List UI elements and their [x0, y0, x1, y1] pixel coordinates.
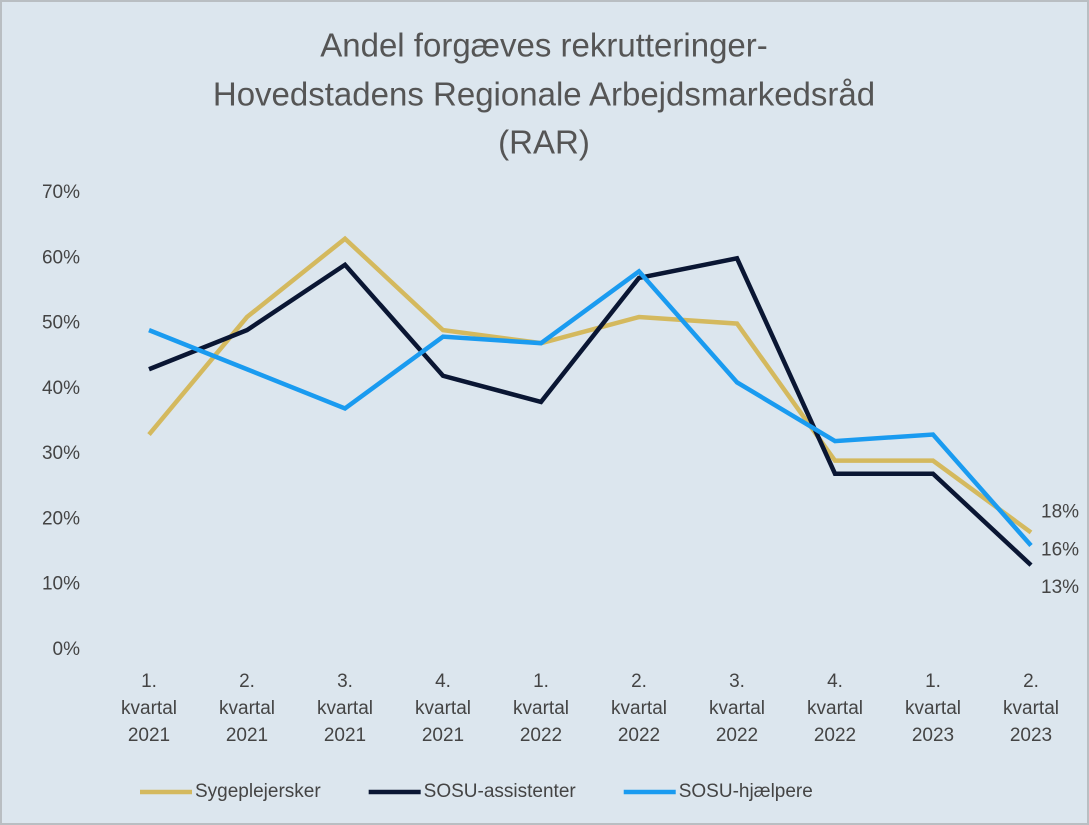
- y-tick-label: 10%: [42, 574, 80, 595]
- data-label: 16%: [1041, 540, 1079, 561]
- y-tick-label: 20%: [42, 508, 80, 529]
- y-tick-label: 30%: [42, 443, 80, 464]
- legend-label: SOSU-assistenter: [424, 781, 577, 802]
- data-label: 18%: [1041, 502, 1079, 523]
- x-tick-label: 4. kvartal 2021: [415, 671, 471, 746]
- x-tick-label: 4. kvartal 2022: [807, 671, 863, 746]
- x-tick-label: 1. kvartal 2023: [905, 671, 961, 746]
- x-tick-label: 1. kvartal 2022: [513, 671, 569, 746]
- legend-label: Sygeplejersker: [195, 781, 321, 802]
- x-tick-label: 2. kvartal 2023: [1003, 671, 1059, 746]
- chart-title: Hovedstadens Regionale Arbejdsmarkedsråd: [213, 76, 875, 113]
- x-tick-label: 2. kvartal 2021: [219, 671, 275, 746]
- line-series: [148, 268, 1033, 548]
- x-tick-label: 1. kvartal 2021: [121, 671, 177, 746]
- y-tick-label: 0%: [53, 639, 81, 660]
- data-label: 13%: [1041, 577, 1079, 598]
- y-tick-label: 40%: [42, 378, 80, 399]
- x-tick-label: 3. kvartal 2021: [317, 671, 373, 746]
- line-series: [148, 255, 1033, 567]
- y-tick-label: 60%: [42, 247, 80, 268]
- x-tick-label: 2. kvartal 2022: [611, 671, 667, 746]
- line-series: [147, 235, 1033, 535]
- chart-title: (RAR): [498, 124, 590, 161]
- chart-title: Andel forgæves rekrutteringer-: [320, 27, 768, 64]
- x-tick-label: 3. kvartal 2022: [709, 671, 765, 746]
- y-tick-label: 50%: [42, 313, 80, 334]
- legend-label: SOSU-hjælpere: [679, 781, 813, 802]
- y-tick-label: 70%: [42, 182, 80, 203]
